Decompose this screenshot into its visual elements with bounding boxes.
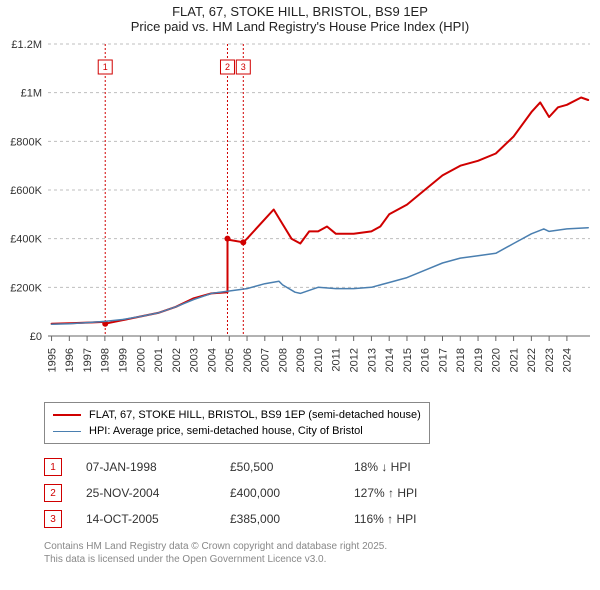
footer-line2: This data is licensed under the Open Gov…	[44, 553, 600, 566]
transaction-price: £400,000	[230, 486, 330, 500]
svg-text:£200K: £200K	[10, 282, 42, 294]
transactions-table: 1 07-JAN-1998 £50,500 18% ↓ HPI 2 25-NOV-2004…	[44, 454, 600, 532]
svg-text:1997: 1997	[82, 348, 94, 372]
svg-text:2024: 2024	[562, 348, 574, 372]
chart-svg: £0 £200K £400K £600K £800K £1M £1.2M 1995 1996 19…	[0, 36, 600, 396]
svg-text:2023: 2023	[544, 348, 556, 372]
svg-text:2021: 2021	[508, 348, 520, 372]
svg-text:1998: 1998	[100, 348, 112, 372]
svg-text:2012: 2012	[349, 348, 361, 372]
svg-text:1995: 1995	[46, 348, 58, 372]
svg-text:2008: 2008	[277, 348, 289, 372]
svg-text:£1M: £1M	[21, 88, 42, 100]
svg-text:£1.2M: £1.2M	[11, 39, 42, 51]
transaction-row: 2 25-NOV-2004 £400,000 127% ↑ HPI	[44, 480, 600, 506]
legend-swatch	[53, 431, 81, 432]
footer-line1: Contains HM Land Registry data © Crown c…	[44, 540, 600, 553]
transaction-date: 14-OCT-2005	[86, 512, 206, 526]
svg-text:2014: 2014	[384, 348, 396, 372]
footer: Contains HM Land Registry data © Crown c…	[44, 540, 600, 566]
title-block: FLAT, 67, STOKE HILL, BRISTOL, BS9 1EP P…	[0, 0, 600, 36]
transaction-marker: 3	[44, 510, 62, 528]
svg-text:2022: 2022	[526, 348, 538, 372]
svg-text:2007: 2007	[260, 348, 272, 372]
transaction-row: 1 07-JAN-1998 £50,500 18% ↓ HPI	[44, 454, 600, 480]
title-address: FLAT, 67, STOKE HILL, BRISTOL, BS9 1EP	[0, 4, 600, 19]
title-subtitle: Price paid vs. HM Land Registry's House …	[0, 19, 600, 34]
svg-text:2002: 2002	[171, 348, 183, 372]
legend-row: FLAT, 67, STOKE HILL, BRISTOL, BS9 1EP (…	[53, 407, 421, 423]
svg-text:2017: 2017	[437, 348, 449, 372]
transaction-hpi: 18% ↓ HPI	[354, 460, 454, 474]
svg-text:1996: 1996	[64, 348, 76, 372]
page: FLAT, 67, STOKE HILL, BRISTOL, BS9 1EP P…	[0, 0, 600, 566]
svg-text:2018: 2018	[455, 348, 467, 372]
svg-text:2001: 2001	[153, 348, 165, 372]
svg-text:2000: 2000	[135, 348, 147, 372]
svg-text:£600K: £600K	[10, 185, 42, 197]
transaction-hpi: 116% ↑ HPI	[354, 512, 454, 526]
svg-text:1: 1	[103, 62, 108, 72]
svg-text:2005: 2005	[224, 348, 236, 372]
transaction-date: 25-NOV-2004	[86, 486, 206, 500]
transaction-price: £385,000	[230, 512, 330, 526]
svg-text:2: 2	[225, 62, 230, 72]
svg-text:£400K: £400K	[10, 234, 42, 246]
transaction-price: £50,500	[230, 460, 330, 474]
svg-text:2013: 2013	[366, 348, 378, 372]
svg-text:2004: 2004	[206, 348, 218, 372]
svg-text:2010: 2010	[313, 348, 325, 372]
svg-text:1999: 1999	[117, 348, 129, 372]
svg-text:2011: 2011	[331, 348, 343, 372]
legend: FLAT, 67, STOKE HILL, BRISTOL, BS9 1EP (…	[44, 402, 430, 444]
chart-area: £0 £200K £400K £600K £800K £1M £1.2M 1995 1996 19…	[0, 36, 600, 396]
transaction-date: 07-JAN-1998	[86, 460, 206, 474]
svg-text:2006: 2006	[242, 348, 254, 372]
legend-swatch	[53, 414, 81, 416]
svg-text:2019: 2019	[473, 348, 485, 372]
svg-text:3: 3	[241, 62, 246, 72]
svg-text:2015: 2015	[402, 348, 414, 372]
svg-text:2003: 2003	[189, 348, 201, 372]
transaction-marker: 2	[44, 484, 62, 502]
transaction-row: 3 14-OCT-2005 £385,000 116% ↑ HPI	[44, 506, 600, 532]
svg-text:£800K: £800K	[10, 136, 42, 148]
svg-text:£0: £0	[30, 331, 42, 343]
legend-label: FLAT, 67, STOKE HILL, BRISTOL, BS9 1EP (…	[89, 409, 421, 421]
svg-text:2009: 2009	[295, 348, 307, 372]
svg-text:2016: 2016	[420, 348, 432, 372]
legend-label: HPI: Average price, semi-detached house,…	[89, 425, 363, 437]
legend-row: HPI: Average price, semi-detached house,…	[53, 423, 421, 439]
transaction-hpi: 127% ↑ HPI	[354, 486, 454, 500]
transaction-marker: 1	[44, 458, 62, 476]
svg-text:2020: 2020	[491, 348, 503, 372]
